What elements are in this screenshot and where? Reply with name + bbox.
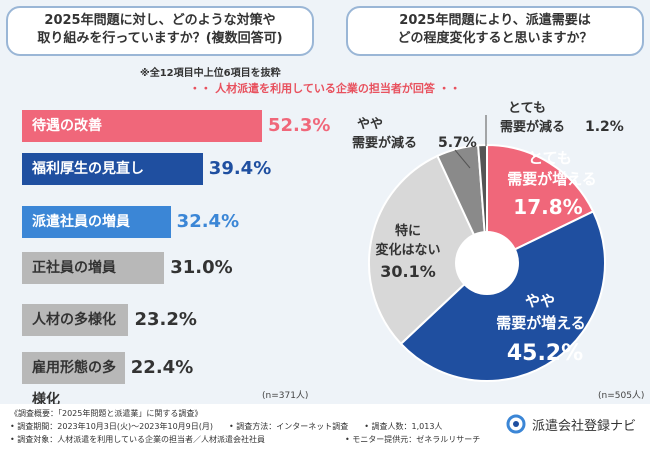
respondent-note: ・・ 人材派遣を利用している企業の担当者が回答 ・・ xyxy=(189,82,461,95)
question-1-line-1: 2025年問題に対し、どのような対策や xyxy=(44,13,276,28)
pie-label-none-1: 特に xyxy=(395,223,421,239)
pie-value-none: 30.1% xyxy=(380,262,436,281)
bar-label-1: 待遇の改善 xyxy=(32,118,102,134)
pie-value-inc-some: 45.2% xyxy=(507,341,583,366)
pie-value-dec-strong: 1.2% xyxy=(585,119,624,135)
pie-n-label: (n=505人) xyxy=(598,391,645,401)
bar-value-4: 31.0% xyxy=(170,257,233,278)
footer: 《調査概要：「2025年問題と派遣業」に関する調査》 • 調査期間：2023年1… xyxy=(0,404,650,450)
question-2-line-2: どの程度変化すると思いますか？ xyxy=(397,31,593,46)
pie-slice-1 xyxy=(486,143,595,265)
note-top: ※全12項目中上位6項目を抜粋 xyxy=(140,68,281,79)
pie-label-inc-some-1: やや xyxy=(525,292,555,310)
pie-label-inc-some-2: 需要が増える xyxy=(496,314,586,332)
bar-value-3: 32.4% xyxy=(176,211,240,232)
pie-label-dec-strong-2: 需要が減る xyxy=(500,119,565,135)
bar-label-3: 派遣社員の増員 xyxy=(32,214,130,230)
pie-value-inc-strong: 17.8% xyxy=(513,195,582,219)
question-box-1: 2025年問題に対し、どのような対策や 取り組みを行っていますか？(複数回答可) xyxy=(6,6,314,56)
question-1-line-2: 取り組みを行っていますか？(複数回答可) xyxy=(37,31,283,46)
pie-label-dec-some-1: やや xyxy=(357,117,383,132)
pie-chart: とても需要が増える17.8%やや需要が増える45.2%特に変化はない30.1%や… xyxy=(352,101,624,382)
bar-label-5: 人材の多様化 xyxy=(32,312,116,328)
pie-slice-2 xyxy=(399,210,606,382)
footer-line-2: • 調査期間：2023年10月3日(火)～2023年10月9日(月) • 調査方… xyxy=(10,422,443,431)
bar-1: 待遇の改善 52.3% xyxy=(22,110,330,142)
bar-2: 福利厚生の見直し 39.4% xyxy=(22,153,271,185)
pie-value-dec-some: 5.7% xyxy=(438,135,477,151)
bar-value-5: 23.2% xyxy=(134,309,197,330)
bar-value-6: 22.4% xyxy=(130,357,194,378)
pie-hole xyxy=(455,231,519,295)
bar-value-2: 39.4% xyxy=(208,158,272,179)
bar-label-4: 正社員の増員 xyxy=(32,260,116,276)
pie-slice-3 xyxy=(368,154,489,346)
pie-label-inc-strong-2: 需要が増える xyxy=(507,170,597,188)
pie-label-dec-some-2: 需要が減る xyxy=(352,135,417,151)
pie-label-dec-strong-1: とても xyxy=(508,101,546,116)
brand: 派遣会社登録ナビ xyxy=(506,414,636,434)
bar-value-1: 52.3% xyxy=(268,115,331,136)
question-box-2: 2025年問題により、派遣需要は どの程度変化すると思いますか？ xyxy=(346,6,644,56)
question-2-line-1: 2025年問題により、派遣需要は xyxy=(399,13,591,28)
footer-line-1: 《調査概要：「2025年問題と派遣業」に関する調査》 xyxy=(10,409,203,418)
footer-line-3: • 調査対象：人材派遣を利用している企業の担当者／人材派遣会社社員 • モニター… xyxy=(10,435,481,444)
bar-3: 派遣社員の増員 32.4% xyxy=(22,206,239,238)
bar-label-2: 福利厚生の見直し xyxy=(32,161,144,177)
pie-label-inc-strong-1: とても xyxy=(528,149,572,167)
pie-label-none-2: 変化はない xyxy=(375,242,440,258)
bar-n-label: (n=371人) xyxy=(262,391,309,401)
brand-name: 派遣会社登録ナビ xyxy=(531,418,636,434)
brand-logo-icon xyxy=(506,414,526,434)
bar-4: 正社員の増員 31.0% xyxy=(22,252,233,284)
bar-6: 雇用形態の多様化 22.4% xyxy=(22,352,193,408)
leader-line-dec-some xyxy=(454,149,471,169)
bar-5: 人材の多様化 23.2% xyxy=(22,304,197,336)
